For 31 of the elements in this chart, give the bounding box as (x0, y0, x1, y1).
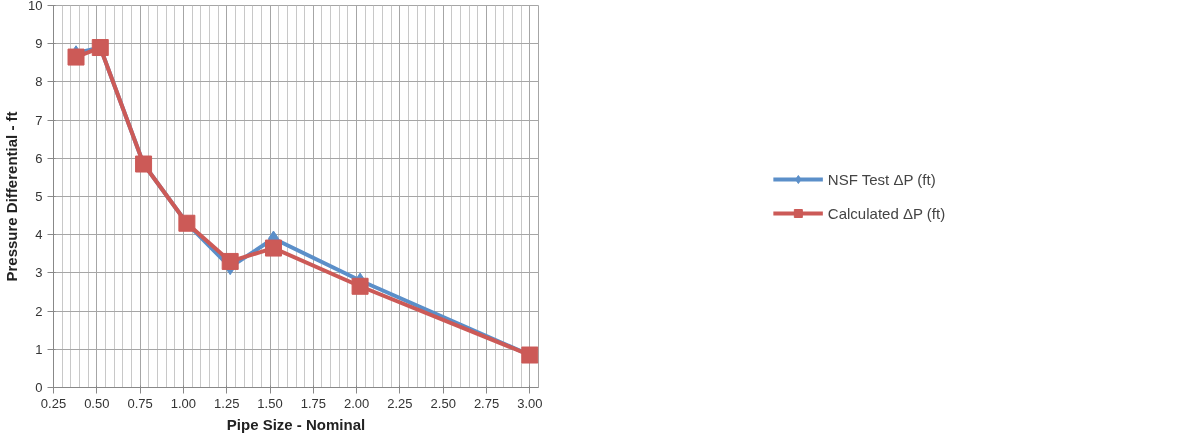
x-tick-label: 2.50 (430, 395, 456, 411)
x-tick-label: 2.75 (473, 395, 500, 411)
x-tick-label: 1.50 (257, 395, 283, 411)
y-tick-label: 6 (35, 150, 43, 166)
point (351, 277, 369, 295)
legend-label: NSF Test ΔP (ft) (827, 170, 936, 188)
x-tick-label: 0.25 (40, 395, 67, 411)
x-tick-label: 1.25 (214, 395, 240, 411)
y-tick-label: 5 (35, 189, 43, 204)
x-tick-label: 2.00 (343, 395, 370, 411)
point (67, 48, 85, 66)
x-tick-label: 0.50 (84, 395, 110, 411)
point (221, 252, 239, 270)
y-axis-title: Pressure Differential - ft (3, 111, 21, 282)
x-axis-title: Pipe Size - Nominal (226, 415, 366, 433)
x-tick-label: 1.75 (300, 395, 326, 411)
x-tick-label: 3.00 (517, 395, 543, 411)
y-tick-label: 4 (35, 227, 43, 243)
x-tick-label: 1.00 (170, 395, 197, 411)
y-tick-label: 0 (35, 380, 43, 395)
y-tick-label: 10 (28, 0, 43, 13)
y-tick-label: 2 (35, 303, 43, 319)
y-tick-label: 1 (35, 341, 43, 357)
y-tick-label: 7 (35, 112, 43, 128)
y-tick-label: 3 (35, 265, 43, 281)
legend-label: Calculated ΔP (ft) (827, 204, 946, 222)
y-tick-label: 9 (35, 36, 43, 52)
point (264, 239, 282, 257)
y-tick-label: 8 (35, 74, 43, 90)
x-tick-label: 2.25 (387, 395, 413, 411)
x-tick-label: 0.75 (127, 395, 153, 411)
